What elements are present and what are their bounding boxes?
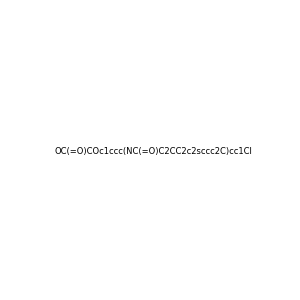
Text: OC(=O)COc1ccc(NC(=O)C2CC2c2sccc2C)cc1Cl: OC(=O)COc1ccc(NC(=O)C2CC2c2sccc2C)cc1Cl bbox=[55, 147, 253, 156]
